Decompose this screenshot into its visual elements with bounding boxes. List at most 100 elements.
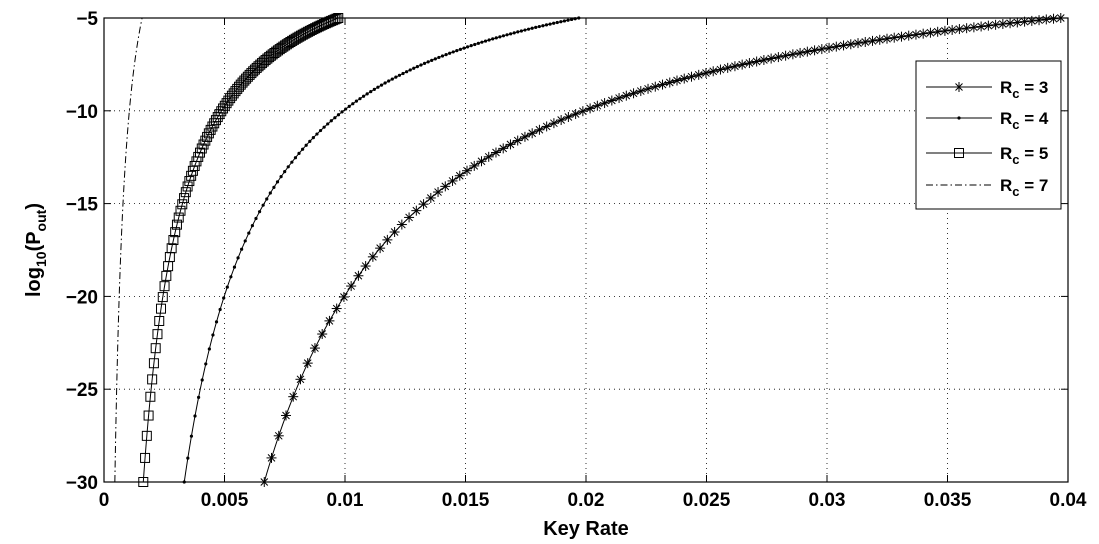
x-tick-label: 0 [99,490,110,511]
asterisk-marker [831,41,842,52]
asterisk-marker [418,199,429,210]
dot-marker [347,104,351,108]
square-marker [196,143,207,154]
square-marker [182,181,193,192]
square-marker [152,329,163,340]
y-tick-label: −5 [76,9,98,30]
dot-marker [440,54,445,58]
asterisk-marker [1034,15,1045,26]
x-tick-label: 0.035 [924,490,972,511]
square-marker [179,193,190,204]
square-marker [154,315,165,326]
asterisk-marker [382,234,393,245]
asterisk-marker [309,343,320,354]
dot-marker [186,456,190,460]
dot-marker [232,265,237,269]
asterisk-marker [396,219,407,230]
square-marker [267,49,278,60]
square-marker [271,46,282,57]
asterisk-marker [939,25,950,36]
legend-entry: Rc = 4 [926,109,1049,132]
legend-label-rest: = 4 [1020,109,1049,128]
dot-marker [279,175,283,179]
square-marker [200,135,211,146]
asterisk-marker [585,103,596,114]
asterisk-marker [469,160,480,171]
asterisk-marker [693,69,704,80]
dot-marker [214,320,219,324]
asterisk-marker [795,47,806,58]
dot-marker [559,20,563,24]
dot-marker [247,231,251,235]
dot-marker [329,119,333,123]
dot-marker [566,18,570,22]
asterisk-marker [353,270,364,281]
asterisk-marker [983,20,994,31]
asterisk-marker [454,170,465,181]
dot-marker [308,139,312,143]
y-tick-label: −30 [66,473,98,494]
asterisk-marker [947,24,958,35]
square-marker [209,118,220,129]
dot-marker [548,22,552,26]
dot-marker [311,136,315,140]
tick-labels: 0 0.005 0.01 0.015 0.02 0.025 0.03 0.035 0.04 −5 −… [66,9,1087,511]
dot-marker [250,223,254,228]
asterisk-marker [744,58,755,69]
square-marker [327,15,338,26]
asterisk-marker [1012,17,1023,28]
square-marker [331,13,342,24]
asterisk-marker [346,281,357,292]
dot-marker [562,19,567,23]
dot-marker [189,434,194,438]
dot-marker [487,38,491,42]
dot-marker [957,116,961,120]
legend-entry: Rc = 3 [926,78,1048,101]
legend-entries: Rc = 3Rc = 4Rc = 5Rc = 7 [926,78,1049,199]
asterisk-marker [845,39,856,50]
dot-marker [480,40,484,44]
dot-marker [365,92,369,96]
asterisk-marker [737,59,748,70]
dot-marker [501,34,506,38]
dot-marker [222,296,226,300]
dot-marker [473,42,477,47]
square-marker [143,410,154,421]
asterisk-marker [360,261,371,272]
square-marker [329,14,340,25]
dot-marker [272,185,276,189]
dot-marker [430,58,434,62]
legend-label: Rc = 4 [1000,109,1049,132]
legend-label-sub: c [1012,117,1019,132]
series-layer [114,13,1066,487]
dot-marker [383,81,387,85]
dot-marker [218,307,222,312]
square-marker [150,343,161,354]
series-2 [182,16,581,484]
legend-label-rest: = 3 [1020,78,1049,97]
square-marker [175,205,186,216]
asterisk-marker [599,98,610,109]
x-axis-label: Key Rate [543,518,629,540]
square-marker [157,292,168,303]
x-tick-label: 0.005 [201,490,249,511]
dot-marker [236,256,240,260]
asterisk-marker [389,227,400,238]
svg-text:log10(Pout): log10(Pout) [23,203,49,297]
asterisk-marker [758,55,769,66]
dot-marker [415,65,419,69]
asterisk-marker [440,181,451,192]
dot-marker [537,24,541,29]
dot-marker [401,71,405,76]
square-marker [205,124,216,135]
y-axis-label-log: log [23,267,45,297]
legend-label-main: R [1000,78,1012,97]
dot-marker [351,102,355,106]
dot-marker [275,180,280,184]
square-marker [184,176,195,187]
square-marker [214,109,225,120]
dot-marker [433,57,437,61]
dot-marker [523,28,527,32]
dot-marker [505,33,509,37]
